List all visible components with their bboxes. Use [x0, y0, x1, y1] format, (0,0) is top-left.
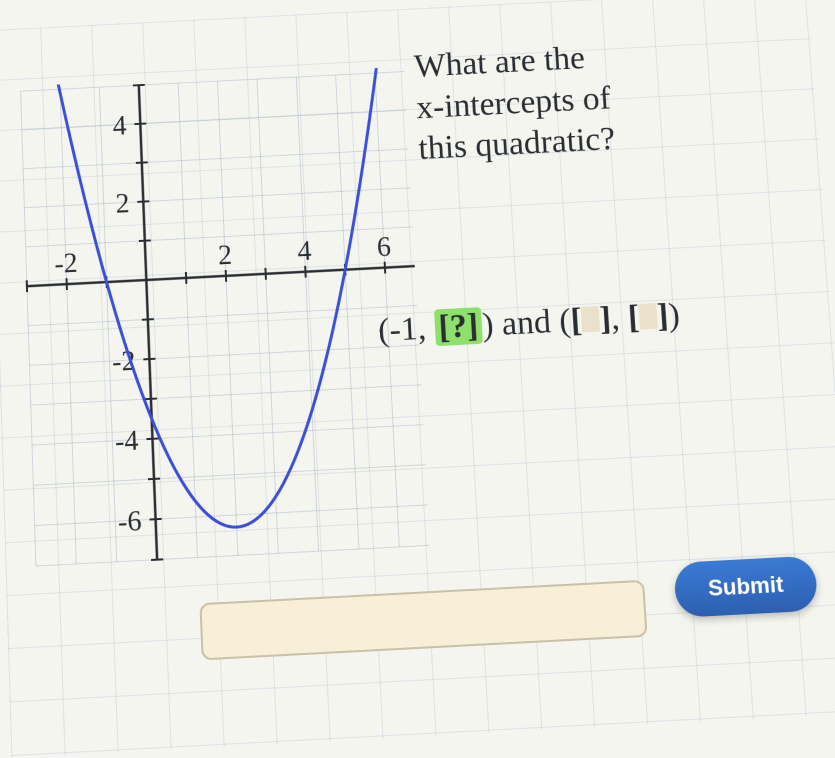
- svg-text:-2: -2: [54, 247, 78, 279]
- svg-text:4: 4: [112, 110, 127, 141]
- sep: ,: [417, 310, 436, 347]
- quadratic-chart: -2 2 4 6 4 2 -2 -4 -6: [11, 67, 432, 602]
- svg-text:4: 4: [297, 235, 313, 267]
- blank-placeholder: [638, 303, 658, 330]
- blank-placeholder: [581, 306, 601, 333]
- worksheet-page: What are the x-intercepts of this quadra…: [0, 0, 835, 758]
- submit-button[interactable]: Submit: [673, 556, 818, 618]
- svg-text:2: 2: [217, 239, 232, 271]
- highlighted-blank[interactable]: [?]: [434, 307, 483, 346]
- svg-text:2: 2: [115, 187, 130, 218]
- question-text: What are the x-intercepts of this quadra…: [413, 28, 795, 170]
- svg-text:-4: -4: [114, 424, 139, 457]
- join: and: [492, 303, 560, 343]
- svg-text:-2: -2: [112, 345, 136, 377]
- svg-text:-6: -6: [117, 505, 142, 538]
- svg-text:6: 6: [376, 231, 391, 262]
- paren: ): [667, 297, 681, 334]
